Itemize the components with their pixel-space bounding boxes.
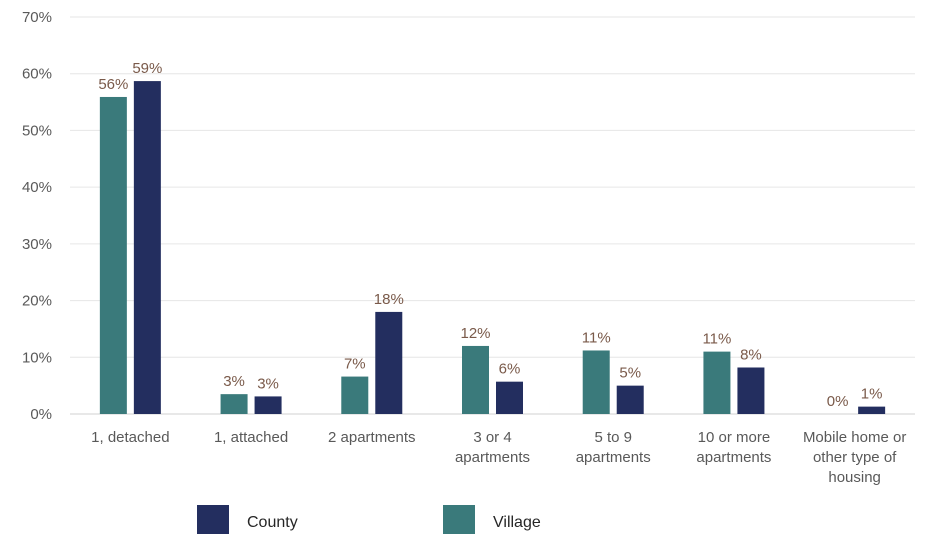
bar-village bbox=[582, 350, 610, 414]
data-label: 7% bbox=[344, 356, 366, 373]
y-tick-label: 70% bbox=[22, 9, 52, 26]
bar-county bbox=[496, 381, 523, 414]
x-tick-label: 1, attached bbox=[214, 429, 288, 446]
gridlines bbox=[70, 16, 915, 415]
x-tick-label: apartments bbox=[576, 449, 651, 466]
data-label: 11% bbox=[582, 329, 611, 346]
x-tick-label: housing bbox=[828, 469, 881, 486]
y-tick-label: 0% bbox=[30, 406, 52, 423]
data-label: 8% bbox=[740, 346, 762, 363]
y-tick-label: 20% bbox=[22, 293, 52, 310]
bar-village bbox=[341, 376, 369, 414]
bar-county bbox=[254, 396, 282, 414]
x-tick-label: 2 apartments bbox=[328, 429, 416, 446]
y-tick-label: 50% bbox=[22, 122, 52, 139]
data-label: 3% bbox=[223, 373, 245, 390]
legend-swatch-village bbox=[443, 505, 475, 534]
y-tick-label: 60% bbox=[22, 66, 52, 83]
y-tick-label: 40% bbox=[22, 179, 52, 196]
data-label: 56% bbox=[98, 76, 128, 93]
bar-county bbox=[858, 406, 886, 414]
data-label: 6% bbox=[499, 361, 521, 378]
legend-swatch-county bbox=[197, 505, 229, 534]
x-tick-label: 10 or more bbox=[698, 429, 771, 446]
x-tick-label: other type of bbox=[813, 449, 897, 466]
data-labels: 56%59% 3% 3% 7% 18% 12% 6% 11% 5% 11% 8% 0% 1% bbox=[98, 60, 882, 410]
x-axis: 1, detached 1, attached 2 apartments 3 or 4… bbox=[91, 429, 906, 486]
x-tick-label: 1, detached bbox=[91, 429, 169, 446]
data-label: 1% bbox=[861, 386, 883, 403]
data-label: 12% bbox=[460, 325, 490, 342]
y-tick-label: 30% bbox=[22, 236, 52, 253]
bars bbox=[99, 81, 886, 415]
data-label: 18% bbox=[374, 291, 404, 308]
bar-county bbox=[616, 385, 644, 414]
x-tick-label: Mobile home or bbox=[803, 429, 906, 446]
bar-village bbox=[462, 345, 489, 414]
legend: County Village bbox=[197, 505, 541, 534]
data-label: 5% bbox=[619, 365, 641, 382]
data-label: 59% bbox=[132, 60, 162, 77]
x-tick-label: apartments bbox=[696, 449, 771, 466]
legend-label-village: Village bbox=[493, 514, 541, 531]
bar-village bbox=[99, 96, 127, 415]
bar-village bbox=[220, 394, 248, 414]
legend-label-county: County bbox=[247, 514, 298, 531]
y-tick-label: 10% bbox=[22, 349, 52, 366]
x-tick-label: 5 to 9 bbox=[594, 429, 632, 446]
data-label: 3% bbox=[257, 375, 279, 392]
y-axis: 0% 10% 20% 30% 40% 50% 60% 70% bbox=[22, 9, 52, 423]
bar-county bbox=[737, 367, 765, 414]
data-label: 0% bbox=[827, 393, 849, 410]
bar-village bbox=[703, 351, 731, 414]
data-label: 11% bbox=[702, 331, 731, 348]
x-tick-label: apartments bbox=[455, 449, 530, 466]
bar-county bbox=[133, 81, 161, 414]
bar-county bbox=[375, 311, 403, 414]
x-tick-label: 3 or 4 bbox=[473, 429, 511, 446]
